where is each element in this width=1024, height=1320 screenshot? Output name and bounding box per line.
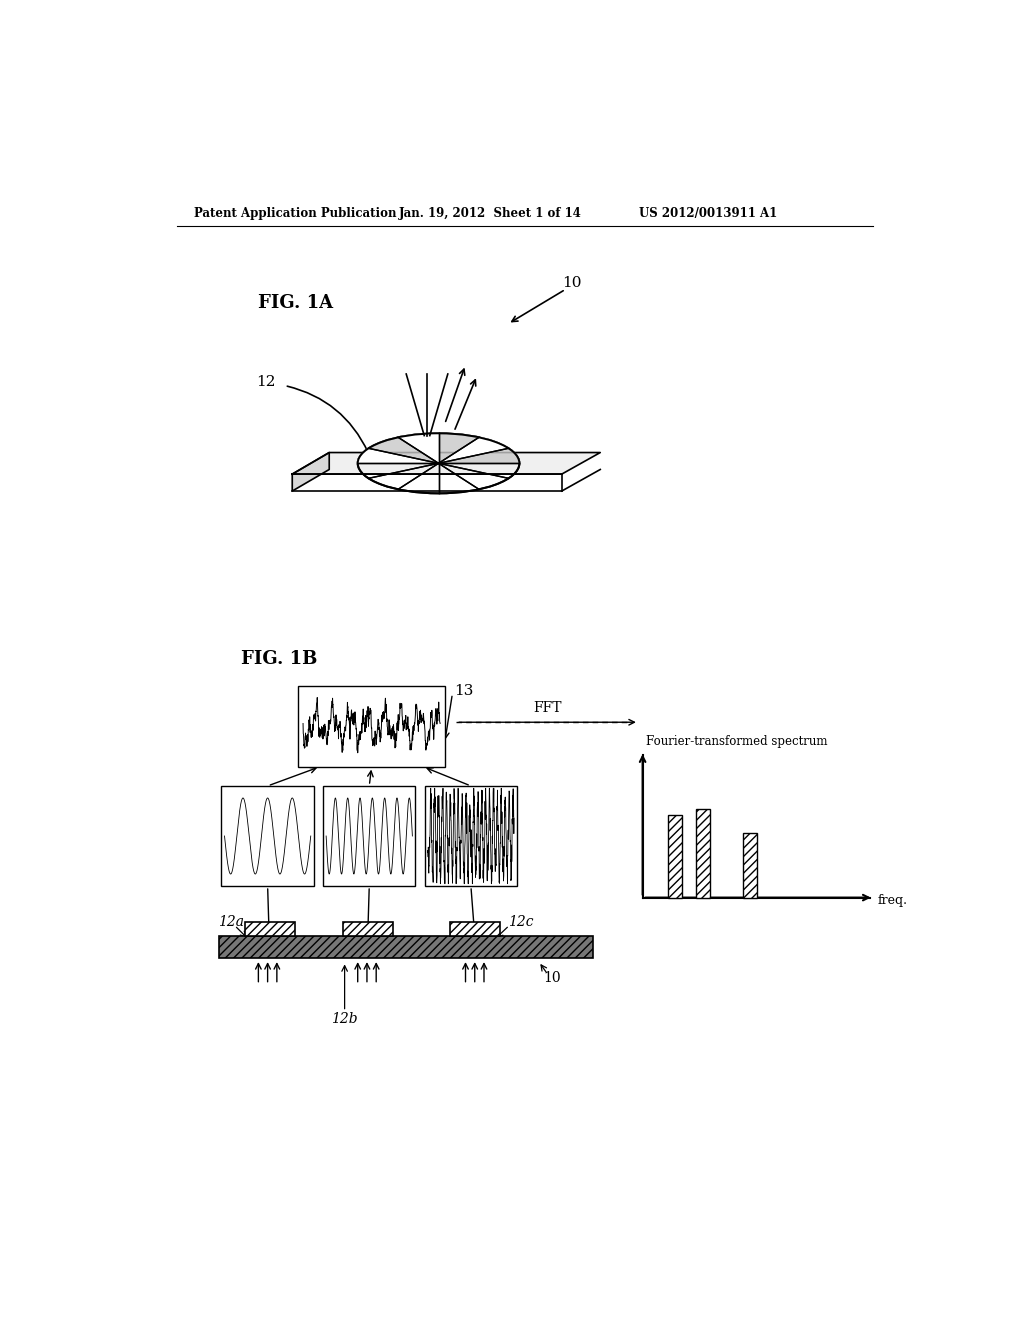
Text: FFT: FFT	[534, 701, 562, 715]
Text: Patent Application Publication: Patent Application Publication	[194, 207, 396, 220]
Polygon shape	[438, 437, 509, 463]
Polygon shape	[357, 449, 438, 463]
Polygon shape	[398, 433, 438, 463]
Text: 13: 13	[454, 684, 473, 698]
Text: 10: 10	[544, 972, 561, 986]
Bar	[668, 814, 682, 898]
Text: FIG. 1B: FIG. 1B	[241, 649, 317, 668]
Bar	[245, 923, 295, 936]
Text: 12c: 12c	[508, 915, 534, 929]
Text: US 2012/0013911 A1: US 2012/0013911 A1	[639, 207, 777, 220]
Text: 10: 10	[562, 276, 582, 290]
Bar	[323, 785, 416, 886]
Polygon shape	[292, 453, 330, 491]
Polygon shape	[292, 453, 600, 474]
Text: 12: 12	[256, 375, 275, 388]
Bar	[343, 923, 393, 936]
Polygon shape	[369, 437, 438, 463]
Text: FIG. 1A: FIG. 1A	[258, 294, 333, 312]
Text: Fourier-transformed spectrum: Fourier-transformed spectrum	[646, 735, 828, 748]
Bar	[298, 686, 444, 767]
Bar	[425, 785, 517, 886]
Bar	[695, 809, 710, 898]
Polygon shape	[438, 449, 519, 463]
Text: 12b: 12b	[332, 1012, 358, 1026]
Polygon shape	[438, 433, 479, 463]
Bar	[219, 936, 593, 958]
Bar	[743, 833, 758, 898]
Text: 12a: 12a	[217, 915, 244, 929]
Text: Jan. 19, 2012  Sheet 1 of 14: Jan. 19, 2012 Sheet 1 of 14	[398, 207, 582, 220]
Bar	[221, 785, 313, 886]
Text: freq.: freq.	[878, 894, 907, 907]
Bar	[451, 923, 500, 936]
